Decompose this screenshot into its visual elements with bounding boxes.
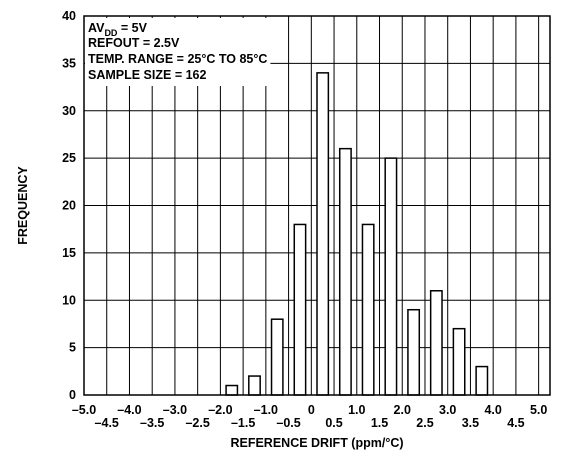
annotation-box bbox=[85, 18, 271, 86]
histogram-bar bbox=[452, 327, 466, 396]
y-axis-label: FREQUENCY bbox=[16, 166, 30, 245]
histogram-bar bbox=[361, 223, 375, 396]
x-tick-label: –1.0 bbox=[254, 403, 278, 417]
x-tick-label: –2.5 bbox=[185, 416, 209, 430]
y-tick-label: 20 bbox=[62, 199, 76, 213]
x-tick-label: 0 bbox=[308, 403, 315, 417]
x-tick-label: 3.5 bbox=[462, 416, 479, 430]
x-tick-label: –1.5 bbox=[231, 416, 255, 430]
x-tick-label: 4.0 bbox=[484, 403, 501, 417]
histogram-bar bbox=[225, 384, 239, 396]
x-tick-label: 0.5 bbox=[325, 416, 342, 430]
x-tick-label: –3.5 bbox=[140, 416, 164, 430]
y-tick-label: 0 bbox=[69, 388, 76, 402]
x-tick-label: 4.5 bbox=[507, 416, 524, 430]
histogram-bar bbox=[293, 223, 307, 396]
histogram-bar bbox=[407, 308, 421, 396]
annotation-supply-subscript: DD bbox=[104, 28, 117, 38]
x-tick-label: –2.0 bbox=[208, 403, 232, 417]
histogram-bar bbox=[248, 375, 261, 396]
x-tick-label: 1.5 bbox=[371, 416, 388, 430]
x-tick-label: 2.5 bbox=[416, 416, 433, 430]
histogram-bar bbox=[338, 147, 352, 396]
annotation-refout: REFOUT = 2.5V bbox=[88, 36, 180, 50]
x-axis-label: REFERENCE DRIFT (ppm/°C) bbox=[230, 436, 403, 450]
x-tick-label: –4.5 bbox=[95, 416, 119, 430]
y-tick-labels: 0 5 10 15 20 25 30 35 40 bbox=[62, 9, 76, 402]
histogram-bar bbox=[475, 365, 489, 396]
histogram-bar bbox=[429, 290, 443, 396]
plot-frame bbox=[83, 15, 551, 396]
x-tick-label: –3.0 bbox=[163, 403, 187, 417]
y-tick-label: 15 bbox=[62, 246, 76, 260]
annotation-supply: AVDD = 5V bbox=[88, 21, 148, 38]
x-tick-label: 3.0 bbox=[439, 403, 456, 417]
y-tick-label: 40 bbox=[62, 9, 76, 23]
x-tick-label: 2.0 bbox=[394, 403, 411, 417]
histogram-bars bbox=[225, 72, 489, 396]
y-tick-label: 10 bbox=[62, 293, 76, 307]
x-tick-label: –4.0 bbox=[117, 403, 141, 417]
x-tick-labels: –5.0 –4.0 –3.0 –2.0 –1.0 0 1.0 2.0 3.0 4.0 5.0 –4.5… bbox=[72, 403, 548, 430]
x-tick-label: –5.0 bbox=[72, 403, 96, 417]
annotation-supply-prefix: AV bbox=[88, 21, 105, 35]
y-tick-label: 35 bbox=[62, 56, 76, 70]
x-tick-label: 1.0 bbox=[348, 403, 365, 417]
histogram-bar bbox=[270, 318, 284, 396]
y-tick-label: 25 bbox=[62, 151, 76, 165]
y-tick-label: 5 bbox=[69, 341, 76, 355]
annotation-sample-size: SAMPLE SIZE = 162 bbox=[88, 68, 206, 82]
x-tick-label: 5.0 bbox=[530, 403, 547, 417]
y-tick-label: 30 bbox=[62, 104, 76, 118]
histogram-bar bbox=[316, 72, 330, 396]
annotation-supply-suffix: = 5V bbox=[117, 21, 147, 35]
annotation-temp-range: TEMP. RANGE = 25°C TO 85°C bbox=[88, 52, 267, 66]
histogram-bar bbox=[384, 157, 398, 396]
x-tick-label: –0.5 bbox=[276, 416, 300, 430]
